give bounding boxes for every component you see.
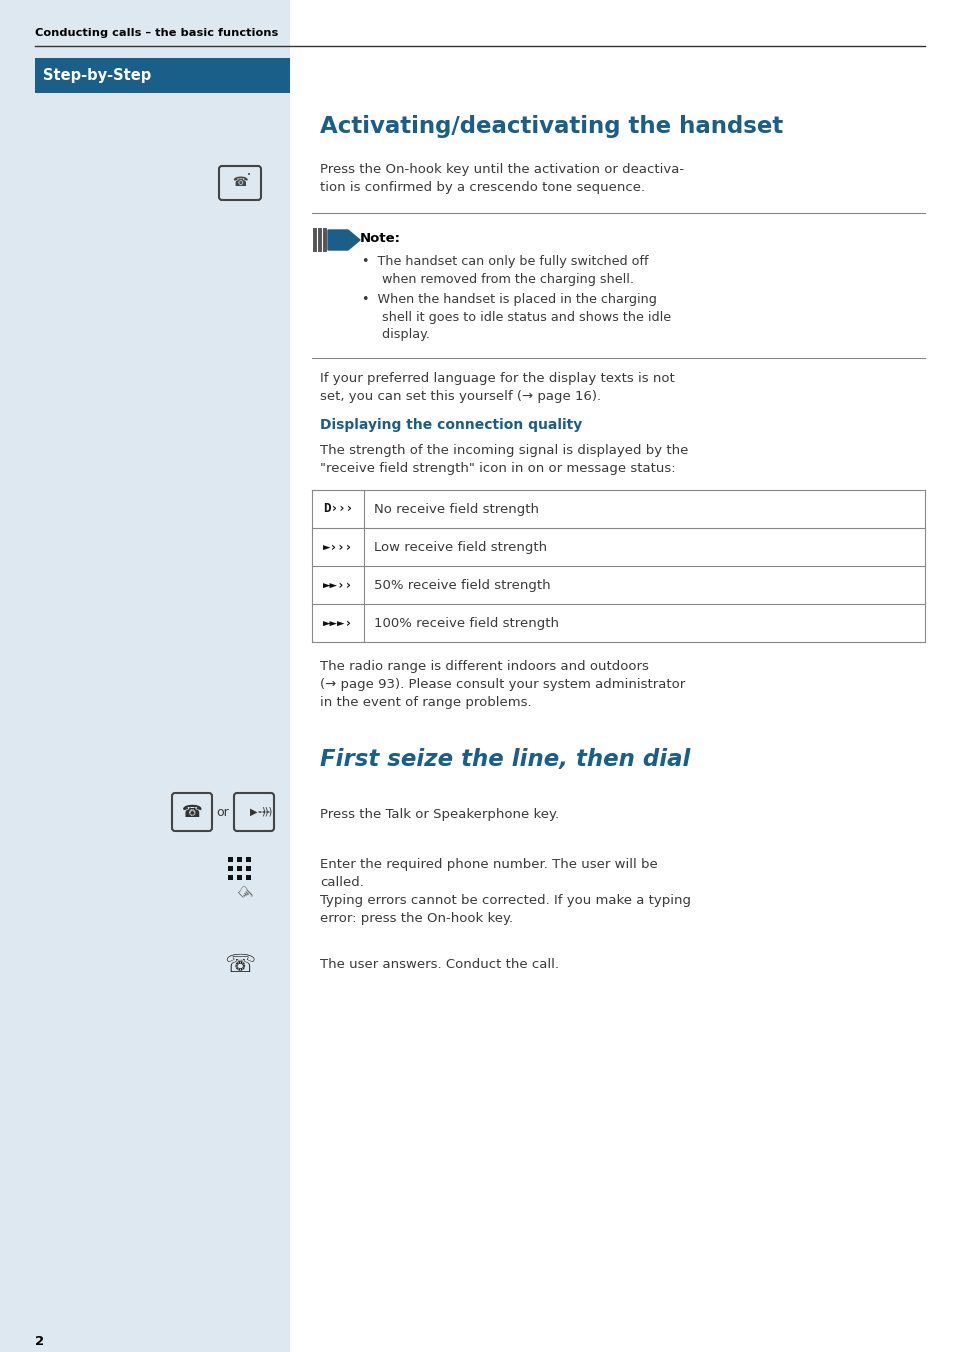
Bar <box>246 857 251 863</box>
Text: ☎: ☎ <box>181 803 202 821</box>
Text: ▶: ▶ <box>250 807 257 817</box>
Text: Low receive field strength: Low receive field strength <box>374 541 547 553</box>
Text: ►►››: ►►›› <box>323 579 353 592</box>
Bar <box>236 867 242 871</box>
Text: Press the Talk or Speakerphone key.: Press the Talk or Speakerphone key. <box>319 808 558 821</box>
Bar <box>228 867 233 871</box>
Text: Displaying the connection quality: Displaying the connection quality <box>319 418 581 433</box>
Text: ☞: ☞ <box>232 882 255 906</box>
Bar <box>228 857 233 863</box>
Text: Note:: Note: <box>359 233 400 245</box>
Text: •: • <box>247 172 251 178</box>
Bar <box>0 0 290 1352</box>
FancyArrow shape <box>328 230 359 250</box>
Bar <box>246 875 251 880</box>
Text: Conducting calls – the basic functions: Conducting calls – the basic functions <box>35 28 278 38</box>
Text: The radio range is different indoors and outdoors
(→ page 93). Please consult yo: The radio range is different indoors and… <box>319 660 684 708</box>
Bar <box>236 857 242 863</box>
Text: •  The handset can only be fully switched off
     when removed from the chargin: • The handset can only be fully switched… <box>361 256 648 285</box>
Text: No receive field strength: No receive field strength <box>374 503 538 515</box>
Text: The strength of the incoming signal is displayed by the
"receive field strength": The strength of the incoming signal is d… <box>319 443 688 475</box>
Bar <box>228 875 233 880</box>
Text: ☏: ☏ <box>224 953 255 977</box>
Text: ☎: ☎ <box>232 177 248 189</box>
Text: Activating/deactivating the handset: Activating/deactivating the handset <box>319 115 782 138</box>
Text: ►►►›: ►►►› <box>323 617 353 630</box>
Text: Enter the required phone number. The user will be
called.
Typing errors cannot b: Enter the required phone number. The use… <box>319 859 690 925</box>
Text: ►›››: ►››› <box>323 541 353 553</box>
Text: 50% receive field strength: 50% receive field strength <box>374 579 550 592</box>
Bar <box>246 867 251 871</box>
Text: •  When the handset is placed in the charging
     shell it goes to idle status : • When the handset is placed in the char… <box>361 293 670 341</box>
Text: 100% receive field strength: 100% receive field strength <box>374 617 558 630</box>
Text: Press the On-hook key until the activation or deactiva-
tion is confirmed by a c: Press the On-hook key until the activati… <box>319 164 683 193</box>
Text: First seize the line, then dial: First seize the line, then dial <box>319 748 690 771</box>
Text: ))): ))) <box>261 807 272 817</box>
Bar <box>35 58 290 93</box>
Text: D›››: D››› <box>323 503 353 515</box>
Text: The user answers. Conduct the call.: The user answers. Conduct the call. <box>319 959 558 971</box>
Text: 2: 2 <box>35 1334 44 1348</box>
Bar <box>236 875 242 880</box>
Text: If your preferred language for the display texts is not
set, you can set this yo: If your preferred language for the displ… <box>319 372 674 403</box>
Text: or: or <box>215 806 229 818</box>
Text: Step-by-Step: Step-by-Step <box>43 68 152 82</box>
